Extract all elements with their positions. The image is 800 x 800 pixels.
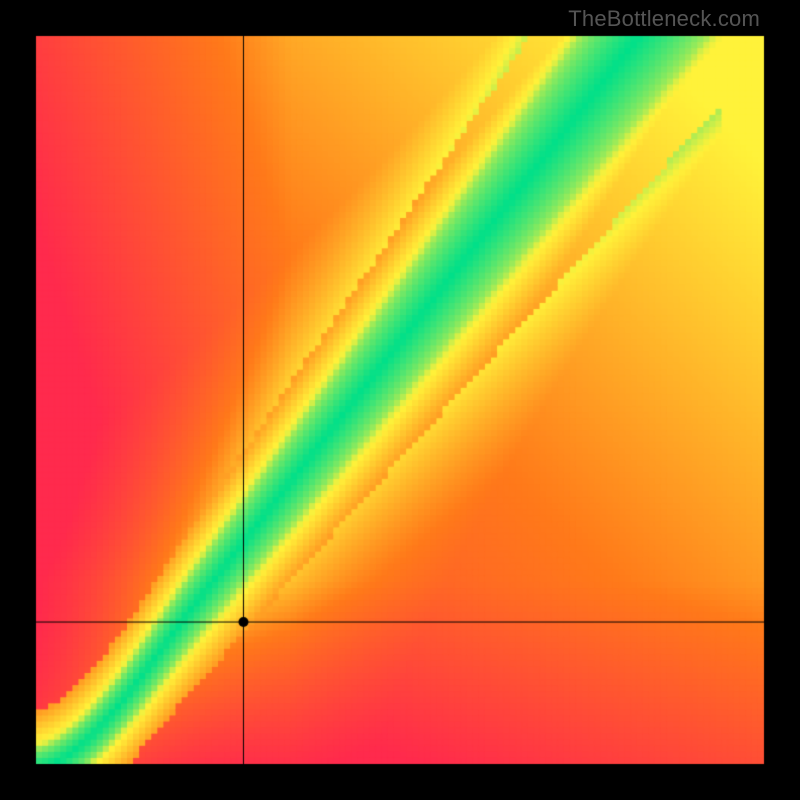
- chart-container: TheBottleneck.com: [0, 0, 800, 800]
- watermark-text: TheBottleneck.com: [568, 6, 760, 32]
- heatmap-canvas: [0, 0, 800, 800]
